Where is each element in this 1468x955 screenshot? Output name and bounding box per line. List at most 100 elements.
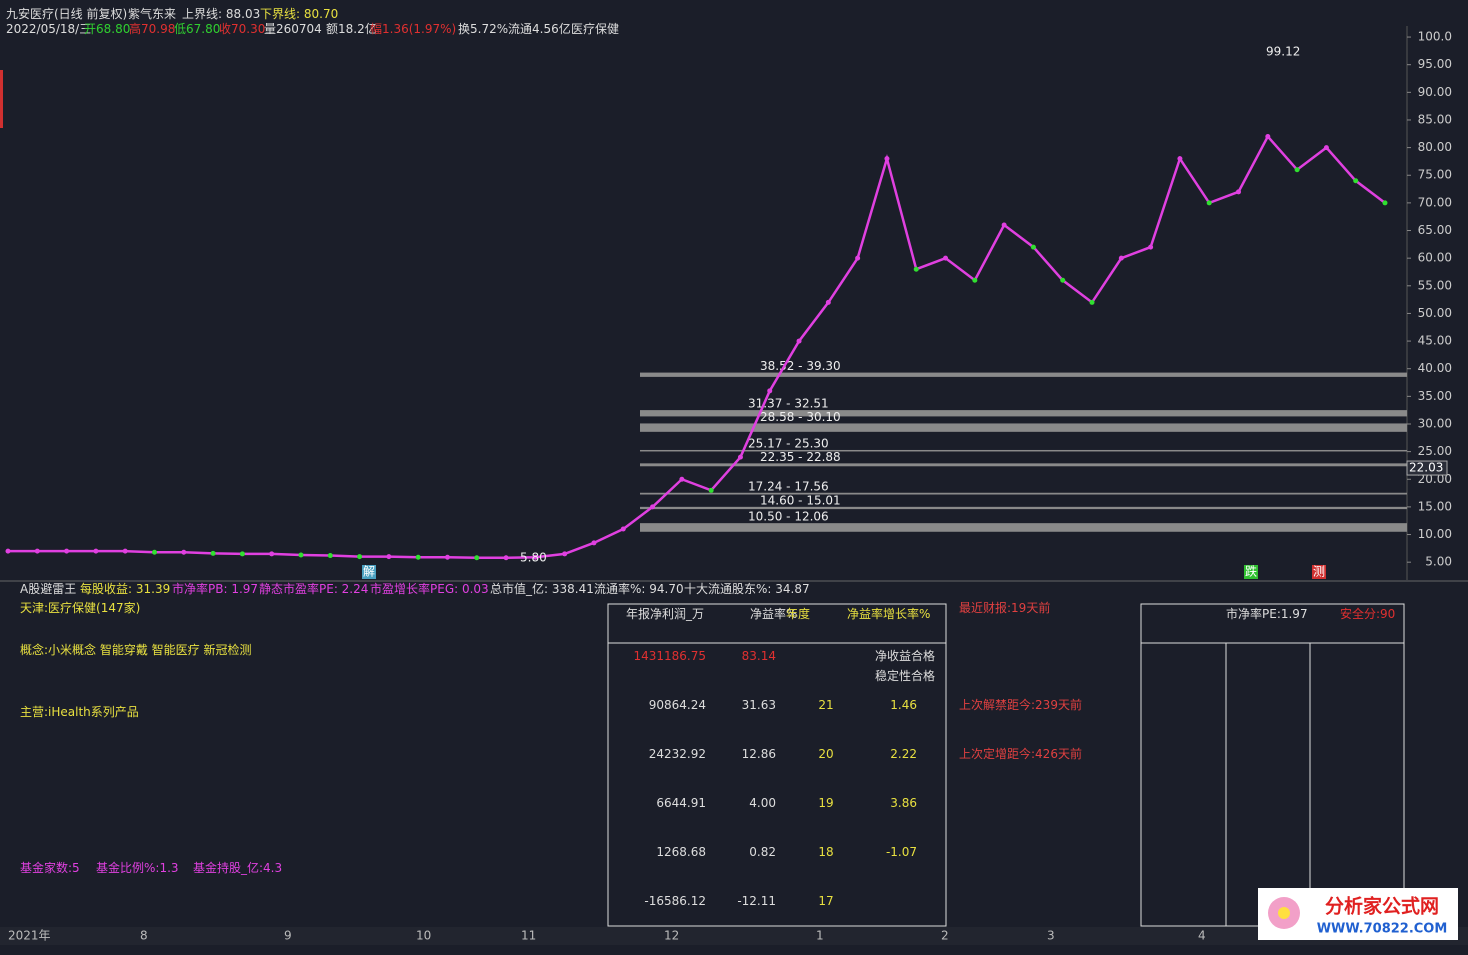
price-point [855,255,861,261]
business: 主营:iHealth系列产品 [20,705,139,719]
indicator-item: 流通率%: 94.70 [594,582,684,596]
y-tick-label: 10.00 [1418,527,1452,541]
header-text: 下界线: 80.70 [260,7,339,21]
event-label: 跌 [1245,564,1257,579]
table-header: 年度 [786,607,811,621]
price-point [562,551,568,557]
x-tick-label: 9 [284,929,292,943]
chip-band [640,523,1407,532]
price-point [122,548,128,554]
price-point [620,526,626,532]
price-point [1118,255,1124,261]
table-cell: 12.86 [741,747,776,761]
price-point [444,554,450,560]
price-point [64,548,70,554]
table-cell: 1268.68 [656,845,706,859]
table-cell: -12.11 [737,894,776,908]
date-bar [0,927,1468,945]
price-point [93,548,99,554]
chip-band [640,463,1407,467]
report-info: 上次定增距今:426天前 [959,747,1082,761]
logo-name: 分析家公式网 [1325,895,1439,918]
quote-item: 量260704 [264,22,322,36]
table-cell: 2.22 [890,747,917,761]
price-point [796,338,802,344]
table-cell: 0.82 [749,845,776,859]
y-tick-label: 60.00 [1418,251,1452,265]
price-point [34,548,40,554]
y-tick-label: 5.00 [1425,555,1452,569]
quote-item: 额18.2亿 [326,22,377,36]
table-cell: 1431186.75 [633,649,706,663]
chip-label: 28.58 - 30.10 [760,410,841,424]
price-point [1206,200,1212,206]
fund-stat: 基金比例%:1.3 [96,861,179,875]
quote-item: 高70.98 [129,22,176,36]
y-tick-label: 35.00 [1418,389,1452,403]
x-tick-label: 12 [664,929,679,943]
header-text: 紫气东来 [128,7,177,21]
y-tick-label: 100.0 [1418,30,1452,44]
chip-label: 25.17 - 25.30 [748,436,829,450]
chip-band [640,423,1407,432]
price-point [239,551,245,557]
indicator-item: 市净率PB: 1.97 [172,582,259,596]
logo-url: WWW.70822.COM [1317,922,1448,937]
table-cell: 24232.92 [648,747,706,761]
price-point [269,551,275,557]
quote-item: 2022/05/18/三 [6,22,92,36]
indicator-item: 市盈增长率PEG: 0.03 [370,582,489,596]
concept: 概念:小米概念 智能穿戴 智能医疗 新冠检测 [20,643,252,657]
x-tick-label: 8 [140,929,148,943]
price-point [943,255,949,261]
y-tick-label: 85.00 [1418,112,1452,126]
price-point [1294,167,1300,173]
price-point [1265,134,1271,140]
chip-band [640,372,1407,377]
price-point [151,549,157,555]
price-point [298,552,304,558]
quote-item: 幅1.36(1.97%) [370,22,457,36]
high-label: 99.12 [1266,44,1300,58]
price-point [1060,277,1066,283]
price-point [737,454,743,460]
price-point [913,266,919,272]
box-score: 安全分:90 [1340,607,1396,621]
axis-marker-label: 22.03 [1409,461,1443,475]
price-point [1177,156,1183,162]
y-tick-label: 55.00 [1418,278,1452,292]
box-pe: 市净率PE:1.97 [1226,607,1308,621]
price-point [5,548,11,554]
event-marker [362,565,376,579]
price-point [708,487,714,493]
chip-label: 14.60 - 15.01 [760,493,841,507]
price-line [8,134,1386,560]
x-tick-label: 11 [521,929,536,943]
price-point [474,555,480,561]
price-point [884,156,890,162]
chip-label: 22.35 - 22.88 [760,450,841,464]
table-cell: 18 [818,845,834,859]
table-cell: 3.86 [890,796,917,810]
chip-band [640,449,1407,452]
x-tick-label: 2021年 [8,929,51,943]
chip-label: 38.52 - 39.30 [760,359,841,373]
header-text: 九安医疗(日线 前复权) [6,7,128,21]
y-tick-label: 75.00 [1418,168,1452,182]
table-note: 净收益合格 [875,649,936,663]
table-cell: 31.63 [741,698,776,712]
price-point [327,553,333,559]
price-point [679,476,685,482]
table-cell: 83.14 [741,649,776,663]
table-cell: 6644.91 [656,796,706,810]
x-tick-label: 4 [1198,929,1206,943]
quote-item: 流通4.56亿 [508,22,571,36]
table-cell: 17 [818,894,834,908]
chip-label: 17.24 - 17.56 [748,479,829,493]
quote-item: 换5.72% [458,22,509,36]
y-tick-label: 90.00 [1418,85,1452,99]
report-info: 上次解禁距今:239天前 [959,698,1082,712]
table-header: 净益率增长率% [847,607,931,621]
